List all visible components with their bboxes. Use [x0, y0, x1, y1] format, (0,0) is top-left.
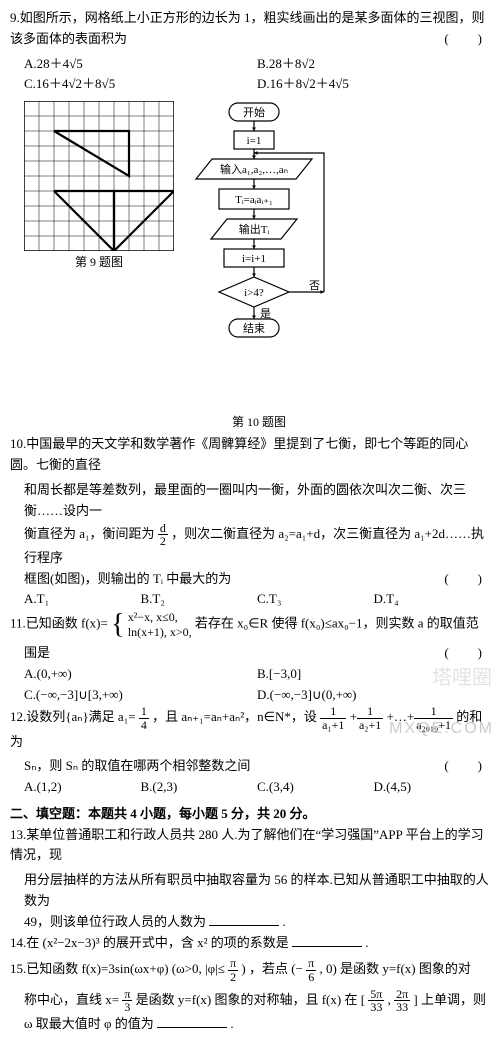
q11-choices: A.(0,+∞) B.[−3,0] C.(−∞,−3]∪[3,+∞) D.(−∞…	[24, 664, 490, 706]
q9-stem: 9.如图所示，网格纸上小正方形的边长为 1，粗实线画出的是某多面体的三视图，则该…	[10, 10, 485, 46]
q10-l4t: 框图(如图)，则输出的 Tᵢ 中最大的为	[24, 571, 231, 586]
q9-choices: A.28＋4√5 B.28＋8√2 C.16＋4√2＋8√5 D.16＋8√2＋…	[24, 54, 490, 96]
q10-l4: 框图(如图)，则输出的 Tᵢ 中最大的为 ( )	[24, 569, 490, 590]
q9-C: C.16＋4√2＋8√5	[24, 74, 257, 95]
sum-t3: 1a₂₀₁₉+1	[414, 705, 453, 731]
blank	[209, 913, 279, 926]
q11-A: A.(0,+∞)	[24, 664, 257, 685]
q13-l3t: 49，则该单位行政人员的人数为	[24, 914, 206, 929]
q15-l3t: ω 取最大值时 φ 的值为	[24, 1016, 154, 1031]
q15-l2b: 是函数 y=f(x) 图象的对称轴，且 f(x) 在 [	[136, 992, 365, 1007]
q10-A: A.T₁	[24, 589, 141, 610]
q12-choices: A.(1,2) B.(2,3) C.(3,4) D.(4,5)	[24, 777, 490, 798]
q12-l1a: 12.设数列{aₙ}满足 a₁=	[10, 709, 136, 724]
sum-t1: 1a₁+1	[320, 705, 346, 731]
q11-case1: x²−x, x≤0,	[128, 610, 178, 624]
q11-C: C.(−∞,−3]∪[3,+∞)	[24, 685, 257, 706]
flowchart-diagram: 开始 i=1 输入a₁,a₂,…,aₙ Tᵢ=aᵢaᵢ₊₁ 输出Tᵢ i=i+1 i>4? 否…	[184, 101, 334, 411]
q11-case2: ln(x+1), x>0,	[128, 625, 192, 639]
q10-choices: A.T₁ B.T₂ C.T₃ D.T₄	[24, 589, 490, 610]
frac-5pi33: 5π33	[368, 988, 384, 1014]
q12-D: D.(4,5)	[374, 777, 491, 798]
q10-l3: 衡直径为 a₁，衡间距为 d2 ，则次二衡直径为 a₂=a₁+d，次三衡直径为 …	[24, 522, 490, 569]
q9-figure: 第 9 题图	[24, 101, 174, 432]
q12-A: A.(1,2)	[24, 777, 141, 798]
svg-text:输出Tᵢ: 输出Tᵢ	[239, 222, 270, 236]
q15-l2d: ] 上单调，则	[413, 992, 486, 1007]
sum-t2: 1a₂+1	[357, 705, 383, 731]
q15-l3: ω 取最大值时 φ 的值为 .	[24, 1014, 490, 1035]
grid-diagram	[24, 101, 174, 251]
svg-text:i=i+1: i=i+1	[242, 253, 266, 265]
q10-C: C.T₃	[257, 589, 374, 610]
svg-text:是: 是	[260, 307, 271, 320]
q11-l2t: 围是	[24, 645, 50, 660]
svg-text:i=1: i=1	[247, 135, 262, 147]
q11-cases: x²−x, x≤0, ln(x+1), x>0,	[128, 610, 192, 639]
period: .	[365, 935, 368, 950]
q12-l1: 12.设数列{aₙ}满足 a₁= 14 ，且 aₙ₊₁=aₙ+aₙ²，n∈N*，…	[10, 705, 490, 752]
q11-l1b: 若存在 x₀∈R 使得 f(x₀)≤ax₀−1，则实数 a 的取值范	[195, 616, 479, 631]
paren: ( )	[444, 643, 490, 664]
q9-caption: 第 9 题图	[75, 253, 123, 272]
figure-row: 第 9 题图 开始 i=1 输入a₁,a₂,…,aₙ Tᵢ=aᵢaᵢ₊₁ 输出Tᵢ i=i…	[24, 101, 490, 432]
q14-text: 14.在 (x²−2x−3)³ 的展开式中，含 x² 的项的系数是	[10, 935, 289, 950]
blank	[157, 1015, 227, 1028]
q10-D: D.T₄	[374, 589, 491, 610]
frac-14: 14	[139, 705, 149, 731]
q15-l2: 称中心，直线 x= π3 是函数 y=f(x) 图象的对称轴，且 f(x) 在 …	[24, 988, 490, 1014]
section-2: 二、填空题：本题共 4 小题，每小题 5 分，共 20 分。	[10, 804, 490, 825]
q11-B: B.[−3,0]	[257, 664, 490, 685]
frac-pi3: π3	[122, 988, 132, 1014]
svg-text:输入a₁,a₂,…,aₙ: 输入a₁,a₂,…,aₙ	[220, 162, 288, 176]
q12-l2: Sₙ，则 Sₙ 的取值在哪两个相邻整数之间 ( )	[24, 756, 490, 777]
q15-l1b: ) ，若点 (−	[241, 962, 303, 977]
blank	[292, 934, 362, 947]
q12-B: B.(2,3)	[141, 777, 258, 798]
q9-D: D.16＋8√2＋4√5	[257, 74, 490, 95]
paren: ( )	[444, 756, 490, 777]
svg-text:开始: 开始	[243, 105, 265, 119]
svg-text:结束: 结束	[243, 322, 265, 335]
q11-D: D.(−∞,−3]∪(0,+∞)	[257, 685, 490, 706]
q15-l1a: 15.已知函数 f(x)=3sin(ωx+φ) (ω>0, |φ|≤	[10, 962, 225, 977]
q15-l2a: 称中心，直线 x=	[24, 992, 119, 1007]
q9-B: B.28＋8√2	[257, 54, 490, 75]
frac-pi2: π2	[228, 957, 238, 983]
q13-l2: 用分层抽样的方法从所有职员中抽取容量为 56 的样本.已知从普通职工中抽取的人数…	[24, 870, 490, 912]
q11-l2: 围是 ( )	[24, 643, 490, 664]
paren: ( )	[444, 569, 490, 590]
frac-d2: d2	[158, 522, 168, 548]
svg-text:Tᵢ=aᵢaᵢ₊₁: Tᵢ=aᵢaᵢ₊₁	[235, 194, 273, 206]
q10-caption: 第 10 题图	[232, 413, 286, 432]
q11-l1: 11.已知函数 f(x)= { x²−x, x≤0, ln(x+1), x>0,…	[10, 610, 490, 639]
q10-B: B.T₂	[141, 589, 258, 610]
q13-l1: 13.某单位普通职工和行政人员共 280 人.为了解他们在“学习强国”APP 平…	[10, 825, 490, 867]
svg-text:i>4?: i>4?	[244, 287, 264, 299]
q10-l3a: 衡直径为 a₁，衡间距为	[24, 526, 158, 541]
q10-figure: 开始 i=1 输入a₁,a₂,…,aₙ Tᵢ=aᵢaᵢ₊₁ 输出Tᵢ i=i+1 i>4? 否…	[184, 101, 334, 432]
q12-l1b: ，且 aₙ₊₁=aₙ+aₙ²，n∈N*，设	[152, 709, 320, 724]
paren: ( )	[444, 29, 490, 50]
frac-pi6: π6	[306, 957, 316, 983]
q10-l2: 和周长都是等差数列，最里面的一圈叫内一衡，外面的圆依次叫次二衡、次三衡……设内一	[24, 480, 490, 522]
q9-A: A.28＋4√5	[24, 54, 257, 75]
period: .	[230, 1016, 233, 1031]
q11-l1a: 11.已知函数 f(x)=	[10, 616, 108, 631]
q15-l1c: , 0) 是函数 y=f(x) 图象的对	[319, 962, 470, 977]
q12-C: C.(3,4)	[257, 777, 374, 798]
q12-l2t: Sₙ，则 Sₙ 的取值在哪两个相邻整数之间	[24, 758, 250, 773]
brace-icon: {	[111, 609, 124, 640]
q10-l1: 10.中国最早的天文学和数学著作《周髀算经》里提到了七衡，即七个等距的同心圆。七…	[10, 434, 490, 476]
frac-2pi33: 2π33	[394, 988, 410, 1014]
svg-text:否: 否	[309, 280, 320, 292]
period: .	[283, 914, 286, 929]
q9: 9.如图所示，网格纸上小正方形的边长为 1，粗实线画出的是某多面体的三视图，则该…	[10, 8, 490, 50]
q13-l3: 49，则该单位行政人员的人数为 .	[24, 912, 490, 933]
q15-l1: 15.已知函数 f(x)=3sin(ωx+φ) (ω>0, |φ|≤ π2 ) …	[10, 957, 490, 983]
q14: 14.在 (x²−2x−3)³ 的展开式中，含 x² 的项的系数是 .	[10, 933, 490, 954]
